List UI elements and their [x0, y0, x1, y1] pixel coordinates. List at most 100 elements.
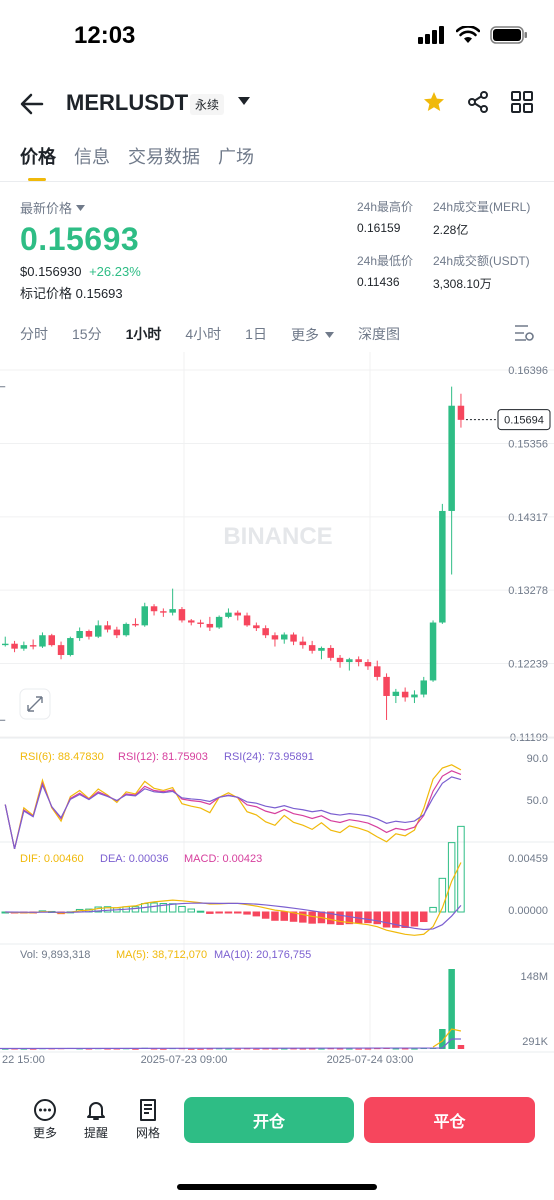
- high-value: 0.16159: [357, 221, 401, 235]
- macd-bar: [438, 877, 447, 913]
- contract-type-badge: 永续: [190, 94, 225, 115]
- y-tick-label: 0.16396: [508, 365, 548, 377]
- candle-body: [253, 625, 260, 629]
- symbol-title[interactable]: MERLUSDT: [66, 90, 189, 115]
- volume-bar: [448, 969, 455, 1049]
- rsi-tick: 90.0: [527, 753, 548, 765]
- macd-bar: [206, 911, 214, 914]
- volume-tick: 148M: [520, 971, 548, 983]
- back-arrow-icon[interactable]: [18, 90, 46, 118]
- volume-bar: [20, 1048, 28, 1050]
- candle-body: [383, 676, 390, 696]
- alert-button[interactable]: 提醒: [76, 1098, 116, 1141]
- candle-body: [85, 631, 93, 637]
- interval-1d[interactable]: 1日: [245, 326, 267, 342]
- candle-body: [429, 622, 437, 681]
- change-percent: +26.23%: [89, 264, 141, 279]
- macd-bar: [401, 911, 409, 929]
- macd-bar: [382, 911, 391, 928]
- volume-bar: [411, 1048, 418, 1050]
- divider: [0, 181, 554, 182]
- candle-body: [411, 694, 418, 698]
- battery-icon: [490, 26, 527, 44]
- candle-body: [243, 615, 251, 626]
- candle-body: [290, 634, 297, 642]
- y-tick-label: 0.12239: [508, 659, 548, 671]
- macd-bar: [364, 911, 372, 924]
- macd-bar: [299, 911, 307, 923]
- volume-bar: [150, 1048, 158, 1050]
- grid-button[interactable]: 网格: [128, 1098, 168, 1141]
- candle-body: [39, 635, 46, 647]
- tab-square[interactable]: 广场: [218, 147, 254, 167]
- close-position-button[interactable]: 平仓: [364, 1097, 535, 1143]
- interval-1h[interactable]: 1小时: [125, 326, 162, 342]
- high-label: 24h最高价: [357, 200, 414, 214]
- volume-bar: [104, 1048, 111, 1050]
- tab-trading-data[interactable]: 交易数据: [128, 147, 200, 167]
- interval-time[interactable]: 分时: [20, 326, 48, 342]
- candle-body: [188, 620, 195, 623]
- volume-bar: [206, 1048, 214, 1050]
- low-value: 0.11436: [357, 275, 400, 289]
- volume-bar: [457, 1045, 465, 1049]
- candle-body: [364, 662, 372, 667]
- macd-bar: [373, 911, 381, 925]
- share-icon[interactable]: [466, 90, 490, 114]
- rsi-line: [4, 776, 462, 850]
- volume-ma10-line: [0, 1038, 461, 1050]
- macd-bar: [280, 911, 288, 921]
- mark-price-row: 标记价格 0.15693: [20, 283, 141, 302]
- main-tabs: 价格 信息 交易数据 广场: [20, 143, 254, 169]
- volume-bar: [299, 1048, 307, 1050]
- candle-body: [336, 657, 344, 663]
- home-indicator: [177, 1184, 377, 1190]
- chevron-down-icon[interactable]: [237, 96, 251, 106]
- mark-price-value: 0.15693: [75, 286, 123, 301]
- chart-canvas[interactable]: 0.163960.153560.143170.132780.122390.111…: [0, 352, 554, 1082]
- interval-depth[interactable]: 深度图: [357, 326, 400, 342]
- latest-price-selector[interactable]: 最新价格: [20, 198, 141, 217]
- star-icon[interactable]: [422, 90, 446, 114]
- candle-body: [401, 691, 409, 698]
- tab-price[interactable]: 价格: [20, 147, 56, 167]
- candle-body: [178, 609, 186, 621]
- grid-menu-icon[interactable]: [510, 90, 534, 114]
- price-summary: 最新价格 0.15693 $0.156930 +26.23% 标记价格 0.15…: [20, 198, 141, 302]
- macd-bar: [429, 906, 437, 913]
- candle-body: [299, 641, 307, 646]
- low-label: 24h最低价: [357, 254, 414, 268]
- interval-15m[interactable]: 15分: [72, 326, 102, 342]
- volume-bar: [308, 1048, 316, 1050]
- candle-body: [2, 643, 9, 646]
- macd-tick: 0.00000: [508, 905, 548, 917]
- caret-down-icon: [324, 332, 334, 338]
- indicator-settings-icon[interactable]: [514, 324, 534, 342]
- last-price-tag: [497, 409, 551, 431]
- status-bar: 12:03: [0, 0, 554, 76]
- usd-price: $0.156930: [20, 264, 82, 279]
- x-tick-label: 22 15:00: [2, 1054, 45, 1066]
- turnover-value: 3,308.10万: [433, 277, 492, 291]
- open-position-button[interactable]: 开仓: [184, 1097, 354, 1143]
- volume-bar: [290, 1048, 297, 1050]
- volume-bar: [160, 1048, 167, 1050]
- macd-label: DIF: 0.00460: [20, 853, 84, 865]
- candle-body: [457, 405, 465, 420]
- volume-tick: 291K: [522, 1036, 548, 1048]
- macd-bar: [234, 911, 242, 914]
- wifi-icon: [456, 26, 480, 43]
- interval-more[interactable]: 更多: [291, 324, 334, 346]
- y-tick-label: 0.13278: [508, 585, 548, 597]
- bell-icon: [87, 1102, 105, 1120]
- interval-4h[interactable]: 4小时: [185, 326, 222, 342]
- more-button[interactable]: 更多: [25, 1098, 65, 1141]
- volume-bar: [271, 1048, 279, 1050]
- candle-body: [392, 691, 400, 696]
- kline-chart[interactable]: 0.16396 0.15356 0.14317 0.13278 0.12239 0.111…: [0, 352, 554, 1082]
- tab-info[interactable]: 信息: [74, 147, 110, 167]
- macd-bar: [420, 911, 428, 923]
- turnover-label: 24h成交额(USDT): [433, 254, 530, 268]
- volume-bar: [346, 1048, 353, 1050]
- volume-bar: [364, 1048, 372, 1050]
